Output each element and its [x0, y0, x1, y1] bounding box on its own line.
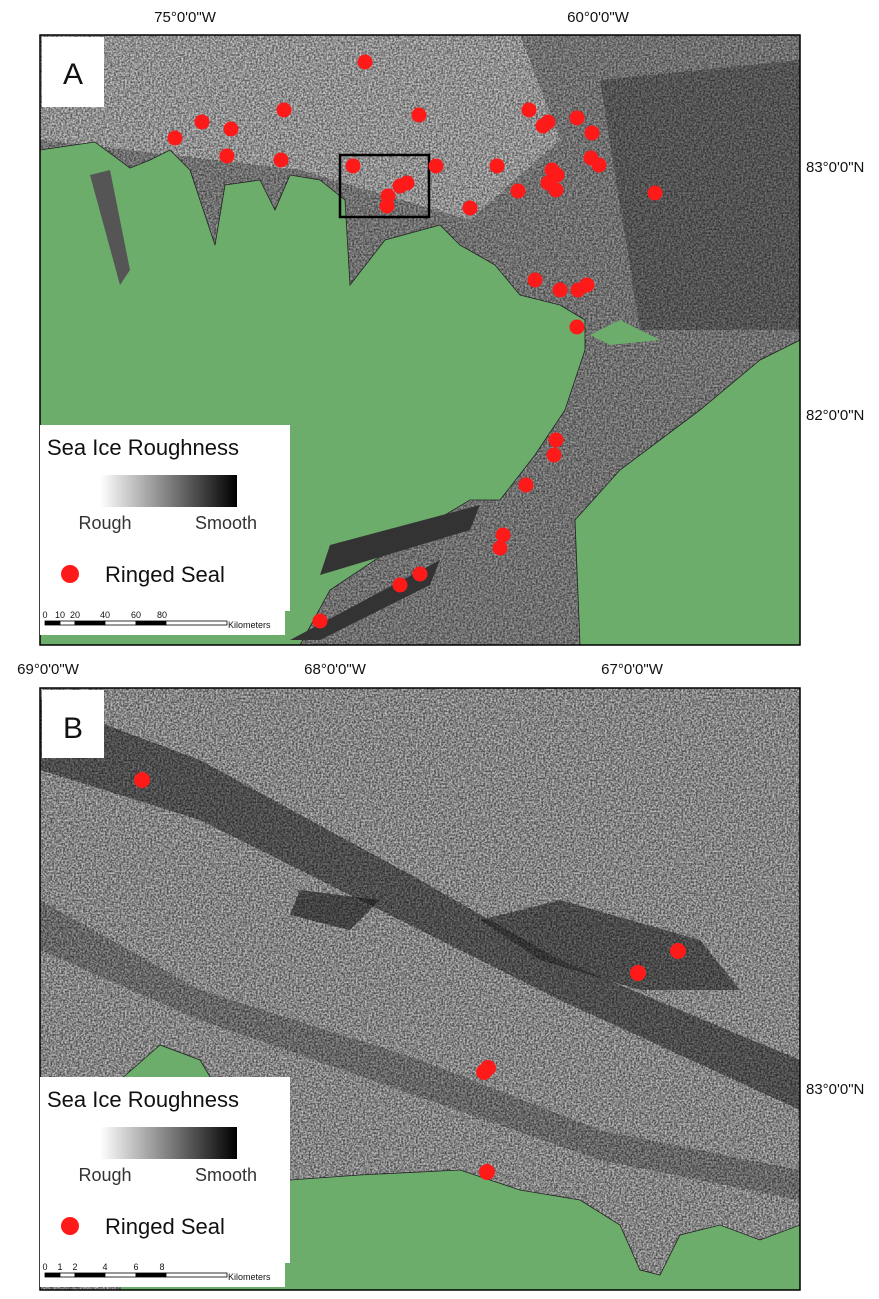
- top-axis-label: 60°0'0"W: [567, 9, 630, 26]
- scale-label: 40: [100, 610, 110, 620]
- ringed-seal: [393, 578, 408, 593]
- legend-high: Smooth: [195, 1165, 257, 1185]
- scale-label: 6: [133, 1262, 138, 1272]
- scale-segment: [105, 1273, 136, 1277]
- scale-label: 1: [57, 1262, 62, 1272]
- legend-low: Rough: [78, 1165, 131, 1185]
- legend: Sea Ice Roughness Rough Smooth Ringed Seal 0…: [40, 425, 290, 635]
- ringed-seal: [648, 186, 663, 201]
- legend: Sea Ice Roughness Rough Smooth Ringed Seal 0…: [40, 1077, 290, 1287]
- ringed-seal: [670, 943, 686, 959]
- scale-label: 20: [70, 610, 80, 620]
- ringed-seal: [195, 115, 210, 130]
- ringed-seal: [592, 158, 607, 173]
- scale-segment: [166, 621, 227, 625]
- top-axis-label: 75°0'0"W: [154, 9, 217, 26]
- ringed-seal: [541, 115, 556, 130]
- scale-unit: Kilometers: [228, 620, 271, 630]
- ringed-seal: [490, 159, 505, 174]
- ringed-seal: [570, 111, 585, 126]
- color-ramp: [100, 1127, 237, 1159]
- ringed-seal: [549, 433, 564, 448]
- right-axis-label: 83°0'0"N: [806, 159, 864, 176]
- ringed-seal: [224, 122, 239, 137]
- scale-segment: [166, 1273, 227, 1277]
- ringed-seal: [463, 201, 478, 216]
- ringed-seal: [220, 149, 235, 164]
- top-axis-label: 68°0'0"W: [304, 661, 367, 678]
- legend-seal: [61, 1217, 79, 1235]
- scale-label: 60: [131, 610, 141, 620]
- panel-label: A: [63, 58, 83, 91]
- scale-label: 80: [157, 610, 167, 620]
- scale-segment: [45, 1273, 60, 1277]
- scale-label: 0: [42, 610, 47, 620]
- ringed-seal: [479, 1164, 495, 1180]
- color-ramp: [100, 475, 237, 507]
- ringed-seal: [358, 55, 373, 70]
- scale-segment: [60, 1273, 75, 1277]
- scale-label: 10: [55, 610, 65, 620]
- scale-unit: Kilometers: [228, 1272, 271, 1282]
- page: {"panels": [ {"label": "A", "top_axis_la…: [0, 0, 879, 1299]
- scale-label: 8: [159, 1262, 164, 1272]
- ringed-seal: [549, 183, 564, 198]
- legend-low: Rough: [78, 513, 131, 533]
- ringed-seal: [413, 567, 428, 582]
- legend-title: Sea Ice Roughness: [47, 1087, 239, 1112]
- ringed-seal: [550, 168, 565, 183]
- ringed-seal: [346, 159, 361, 174]
- figure: A 75°0'0"W 60°0'0"W 83°0'0"N 82°0'0"N Se…: [0, 0, 879, 1299]
- ringed-seal: [570, 320, 585, 335]
- ringed-seal: [519, 478, 534, 493]
- ringed-seal: [480, 1060, 496, 1076]
- ringed-seal: [547, 448, 562, 463]
- ringed-seal: [585, 126, 600, 141]
- panel-label: B: [63, 712, 83, 745]
- ringed-seal: [553, 283, 568, 298]
- scale-segment: [75, 1273, 105, 1277]
- ringed-seal: [412, 108, 427, 123]
- legend-point: Ringed Seal: [105, 1214, 225, 1239]
- scale-label: 2: [72, 1262, 77, 1272]
- right-axis-label: 82°0'0"N: [806, 407, 864, 424]
- scale-segment: [136, 621, 166, 625]
- scale-label: 0: [42, 1262, 47, 1272]
- scale-segment: [136, 1273, 166, 1277]
- top-axis-label: 67°0'0"W: [601, 661, 664, 678]
- left-axis-label: 69°0'0"W: [17, 661, 80, 678]
- legend-point: Ringed Seal: [105, 562, 225, 587]
- scale-segment: [45, 621, 60, 625]
- ringed-seal: [528, 273, 543, 288]
- ringed-seal: [277, 103, 292, 118]
- ringed-seal: [493, 541, 508, 556]
- scale-segment: [105, 621, 136, 625]
- legend-high: Smooth: [195, 513, 257, 533]
- ringed-seal: [496, 528, 511, 543]
- ringed-seal: [429, 159, 444, 174]
- ringed-seal: [134, 772, 150, 788]
- ringed-seal: [580, 278, 595, 293]
- right-axis-label: 83°0'0"N: [806, 1081, 864, 1098]
- scale-segment: [75, 621, 105, 625]
- ringed-seal: [511, 184, 526, 199]
- ringed-seal: [168, 131, 183, 146]
- legend-title: Sea Ice Roughness: [47, 435, 239, 460]
- ringed-seal: [522, 103, 537, 118]
- ringed-seal: [400, 176, 415, 191]
- ringed-seal: [313, 614, 328, 629]
- ringed-seal: [380, 199, 395, 214]
- legend-seal: [61, 565, 79, 583]
- scale-segment: [60, 621, 75, 625]
- scale-label: 4: [102, 1262, 107, 1272]
- ringed-seal: [630, 965, 646, 981]
- ringed-seal: [274, 153, 289, 168]
